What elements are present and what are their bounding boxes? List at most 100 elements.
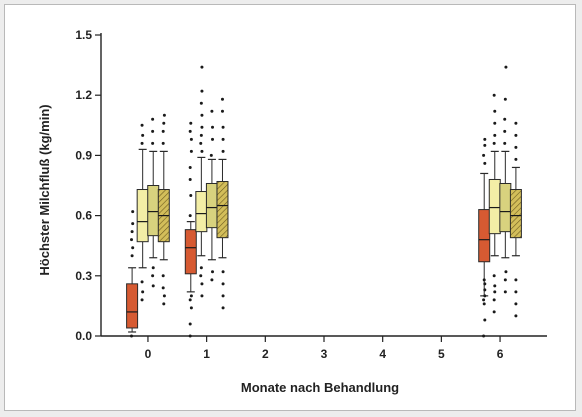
outlier-point	[188, 298, 192, 302]
outlier-point	[220, 109, 224, 113]
outlier-point	[188, 214, 192, 218]
outlier-point	[504, 65, 508, 69]
outlier-point	[493, 284, 497, 288]
outlier-point	[189, 121, 193, 125]
outlier-point	[141, 290, 145, 294]
outlier-point	[200, 125, 204, 129]
outlier-point	[492, 298, 496, 302]
outlier-point	[210, 109, 214, 113]
outlier-point	[151, 117, 155, 121]
outlier-point	[130, 238, 134, 242]
outlier-point	[493, 121, 497, 125]
outlier-point	[211, 125, 215, 129]
outlier-point	[199, 101, 203, 105]
x-tick-label: 6	[497, 347, 504, 361]
outlier-point	[140, 123, 144, 127]
outlier-point	[492, 274, 496, 278]
outlier-point	[493, 133, 497, 137]
outlier-point	[210, 278, 214, 282]
x-tick-label: 0	[145, 347, 152, 361]
box-plot-chart: 0.0 0.3 0.6 0.9 1.2 1.5 0 1 2 3 4 5 6 Höchster Milch…	[37, 28, 547, 395]
outlier-point	[130, 230, 134, 234]
outlier-point	[514, 121, 518, 125]
outlier-point	[483, 143, 487, 147]
outlier-point	[131, 210, 135, 214]
outlier-point	[200, 294, 204, 298]
box-rect	[478, 209, 491, 263]
outlier-point	[151, 129, 155, 133]
outlier-point	[492, 310, 496, 314]
y-axis-title: Höchster Milchfluß (kg/min)	[37, 104, 52, 275]
outlier-point	[140, 280, 144, 284]
box-rect	[205, 182, 218, 229]
outlier-point	[482, 298, 486, 302]
outlier-point	[189, 194, 193, 198]
x-tick-label: 2	[262, 347, 269, 361]
y-tick-label: 1.2	[75, 88, 92, 102]
outlier-point	[503, 278, 507, 282]
outlier-point	[162, 113, 166, 117]
outlier-point	[140, 298, 144, 302]
box-rect	[147, 185, 160, 237]
x-tick-label: 1	[203, 347, 210, 361]
x-tick-label: 4	[379, 347, 386, 361]
outlier-point	[221, 306, 225, 310]
x-axis-title: Monate nach Behandlung	[241, 380, 399, 395]
outlier-point	[504, 270, 508, 274]
outlier-point	[162, 302, 166, 306]
box-rect	[195, 191, 208, 233]
box-rect	[488, 178, 501, 235]
outlier-point	[140, 141, 144, 145]
outlier-point	[514, 278, 518, 282]
outlier-point	[131, 246, 135, 250]
outlier-point	[161, 274, 165, 278]
outlier-point	[130, 334, 134, 338]
outlier-point	[221, 149, 225, 153]
outlier-point	[189, 149, 193, 153]
outlier-point	[514, 145, 518, 149]
outlier-point	[161, 129, 165, 133]
box-rect	[509, 189, 522, 239]
outlier-point	[503, 290, 507, 294]
outlier-point	[514, 133, 518, 137]
outlier-point	[483, 137, 487, 141]
outlier-point	[483, 161, 487, 165]
outlier-point	[151, 141, 155, 145]
outlier-point	[514, 314, 518, 318]
outlier-point	[161, 141, 165, 145]
outlier-point	[189, 306, 193, 310]
outlier-point	[493, 109, 497, 113]
outlier-point	[483, 318, 487, 322]
outlier-point	[221, 125, 225, 129]
outlier-point	[482, 302, 486, 306]
outlier-point	[200, 65, 204, 69]
y-tick-label: 0.0	[75, 329, 92, 343]
y-tick-label: 0.3	[75, 269, 92, 283]
outlier-point	[199, 141, 203, 145]
outlier-point	[493, 290, 497, 294]
outlier-point	[211, 270, 215, 274]
outlier-point	[209, 153, 213, 157]
outlier-point	[200, 282, 204, 286]
x-tick-label: 5	[438, 347, 445, 361]
outlier-point	[503, 97, 507, 101]
y-tick-label: 0.9	[75, 148, 92, 162]
box-rect	[126, 283, 139, 329]
outlier-point	[503, 141, 507, 145]
outlier-point	[492, 93, 496, 97]
y-tick-label: 0.6	[75, 209, 92, 223]
outlier-point	[200, 113, 204, 117]
outlier-point	[151, 274, 155, 278]
outlier-point	[188, 165, 192, 169]
outlier-point	[200, 149, 204, 153]
outlier-point	[200, 89, 204, 93]
outlier-point	[151, 266, 155, 270]
outlier-point	[503, 129, 507, 133]
outlier-point	[483, 282, 487, 286]
outlier-point	[503, 117, 507, 121]
outlier-point	[130, 254, 134, 258]
outlier-point	[131, 222, 135, 226]
outlier-point	[221, 270, 225, 274]
box-rect	[499, 182, 512, 233]
box-rect	[216, 180, 229, 239]
